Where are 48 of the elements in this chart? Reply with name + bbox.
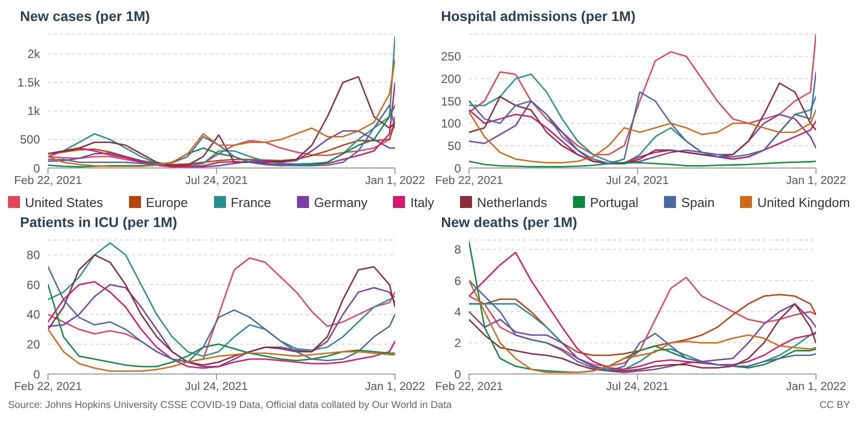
y-tick-label: 500 xyxy=(20,132,40,147)
y-tick-label: 0 xyxy=(33,161,40,176)
legend-label: Portugal xyxy=(590,194,638,210)
y-tick-label: 6 xyxy=(454,274,462,288)
text: CC BY xyxy=(819,400,850,411)
chart-title: Patients in ICU (per 1M) xyxy=(20,214,178,232)
y-tick-label: 200 xyxy=(440,72,462,86)
y-tick-label: 2k xyxy=(27,47,41,62)
y-tick-label: 60 xyxy=(26,278,40,292)
y-tick-label: 80 xyxy=(26,248,40,262)
legend-label: Germany xyxy=(314,194,368,210)
y-tick-label: 100 xyxy=(440,116,462,131)
y-tick-label: 0 xyxy=(33,367,40,382)
y-tick-label: 8 xyxy=(454,242,462,257)
y-tick-label: 1.5k xyxy=(17,76,41,90)
y-tick-label: 4 xyxy=(454,304,462,319)
x-tick-label: Jul 24, 2021 xyxy=(606,175,669,188)
y-tick-label: 1k xyxy=(27,104,41,118)
chart-title: New cases (per 1M) xyxy=(20,8,151,26)
y-tick-label: 0 xyxy=(454,367,462,382)
legend-label: Spain xyxy=(681,194,715,210)
y-tick-label: 250 xyxy=(440,50,462,64)
x-tick-label: Feb 22, 2021 xyxy=(435,381,503,394)
x-tick-label: Jul 24, 2021 xyxy=(185,381,248,394)
x-tick-label: Jan 1, 2022 xyxy=(786,175,846,188)
y-tick-label: 0 xyxy=(454,161,462,176)
y-tick-label: 20 xyxy=(26,337,40,352)
chart-title: New deaths (per 1M) xyxy=(441,214,578,232)
x-tick-label: Jan 1, 2022 xyxy=(786,381,846,394)
y-tick-label: 40 xyxy=(26,308,40,322)
x-tick-label: Jan 1, 2022 xyxy=(364,175,426,188)
legend-label: Netherlands xyxy=(477,194,548,210)
x-tick-label: Jul 24, 2021 xyxy=(606,381,669,394)
legend-label: United States xyxy=(25,194,104,210)
y-tick-label: 50 xyxy=(448,138,462,153)
x-tick-label: Jan 1, 2022 xyxy=(364,381,426,394)
source-note: Source: Johns Hopkins University CSSE COVID-19 Data, Official data collated by Our World in Data xyxy=(8,400,452,411)
y-tick-label: 2 xyxy=(454,336,462,350)
legend-label: Italy xyxy=(410,194,434,210)
x-tick-label: Feb 22, 2021 xyxy=(14,175,82,188)
x-tick-label: Feb 22, 2021 xyxy=(14,381,82,394)
legend-label: Europe xyxy=(146,194,188,210)
y-tick-label: 150 xyxy=(440,94,462,108)
legend-label: France xyxy=(230,194,272,210)
x-tick-label: Jul 24, 2021 xyxy=(185,175,248,188)
legend-label: United Kingdom xyxy=(757,194,850,210)
x-tick-label: Feb 22, 2021 xyxy=(435,175,503,188)
chart-title: Hospital admissions (per 1M) xyxy=(441,8,636,26)
